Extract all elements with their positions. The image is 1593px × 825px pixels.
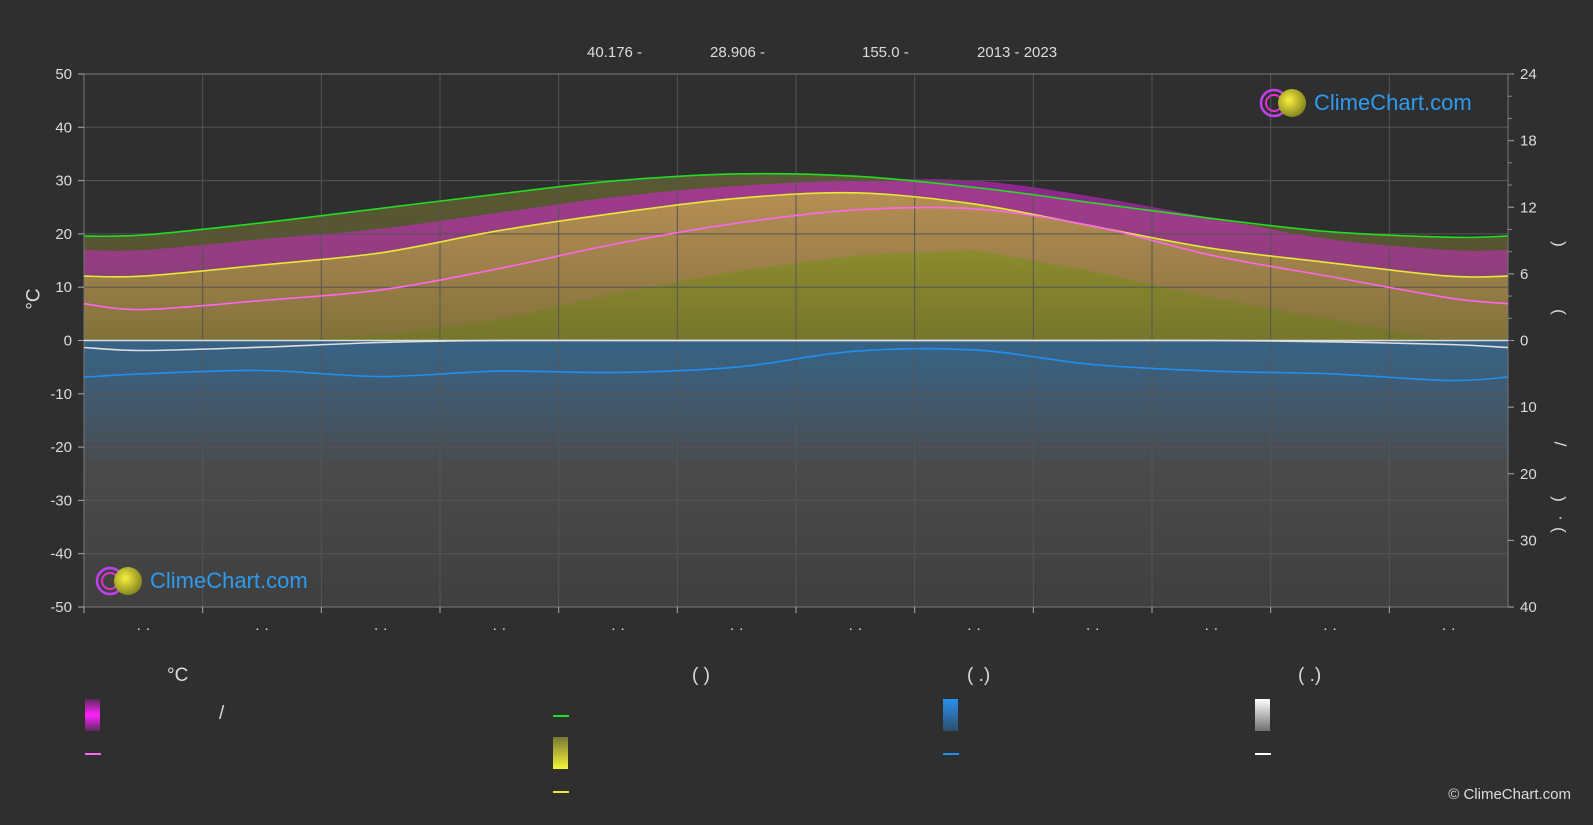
legend-snow-swatch [1255, 699, 1270, 731]
left-tick-label: 40 [55, 119, 72, 136]
logo-bottom[interactable]: ClimeChart.com [94, 564, 308, 598]
month-tick-label: · · [848, 620, 862, 637]
month-tick-label: · · [1323, 620, 1337, 637]
latitude-label: 40.176 - [587, 44, 643, 61]
years-label: 2013 - 2023 [977, 44, 1058, 61]
legend-rain-line [943, 753, 959, 755]
left-tick-label: 50 [55, 66, 72, 83]
right-tick-label: 0 [1520, 333, 1528, 350]
logo-icon [1259, 88, 1306, 118]
legend-rain-head: ( .) [967, 665, 991, 686]
legend-temp-range-swatch [85, 699, 100, 731]
legend-rain-swatch [943, 699, 958, 731]
legend-sunshine-swatch [553, 737, 568, 769]
month-tick-label: · · [1086, 620, 1100, 637]
temperature-avg-line [83, 206, 1509, 311]
month-tick-label: · · [730, 620, 744, 637]
left-axis-unit: °C [23, 288, 45, 310]
logo-top[interactable]: ClimeChart.com [1258, 86, 1472, 120]
longitude-label: 28.906 - [710, 44, 766, 61]
right-axis-slash: / [1550, 441, 1570, 447]
elevation-label: 155.0 - [862, 44, 909, 61]
logo-text: ClimeChart.com [150, 568, 308, 593]
right-tick-label: 40 [1520, 599, 1537, 616]
month-tick-label: · · [374, 620, 388, 637]
month-tick-label: · · [255, 620, 269, 637]
legend-sun-head: ( ) [692, 665, 710, 686]
left-tick-label: -20 [50, 439, 72, 456]
right-axis-paren-3: ) [1549, 496, 1569, 502]
legend-temp-avg-line [85, 753, 101, 755]
right-tick-label: 20 [1520, 466, 1537, 483]
snow-line [83, 339, 1509, 352]
sunshine-line [83, 191, 1509, 278]
logo-icon [95, 566, 142, 596]
right-axis-dot: · [1551, 515, 1571, 521]
legend-sunshine-line [553, 791, 569, 793]
right-axis-paren-2: ( [1549, 309, 1569, 315]
copyright: © ClimeChart.com [1448, 786, 1571, 803]
rain-line [83, 347, 1509, 382]
legend-snow-head: ( .) [1298, 665, 1322, 686]
right-tick-label: 6 [1520, 266, 1528, 283]
left-tick-label: 0 [64, 333, 72, 350]
month-tick-label: · · [1204, 620, 1218, 637]
legend-daylight-line [553, 715, 569, 717]
right-tick-label: 12 [1520, 199, 1537, 216]
month-tick-label: · · [136, 620, 150, 637]
legend-snow-line [1255, 753, 1271, 755]
logo-text: ClimeChart.com [1314, 90, 1472, 115]
left-tick-label: -50 [50, 599, 72, 616]
right-tick-label: 24 [1520, 66, 1537, 83]
right-axis-paren-4: ( [1549, 527, 1569, 533]
daylight-line [83, 172, 1509, 239]
legend-temperature-head: °C [167, 665, 189, 686]
right-tick-label: 18 [1520, 133, 1537, 150]
month-tick-label: · · [1442, 620, 1456, 637]
left-tick-label: 30 [55, 173, 72, 190]
left-tick-label: -40 [50, 546, 72, 563]
left-tick-label: -30 [50, 492, 72, 509]
month-tick-label: · · [967, 620, 981, 637]
left-tick-label: -10 [50, 386, 72, 403]
legend-temp-range-slash: / [219, 703, 225, 724]
month-tick-label: · · [611, 620, 625, 637]
right-tick-label: 10 [1520, 399, 1537, 416]
left-tick-label: 20 [55, 226, 72, 243]
month-tick-label: · · [492, 620, 506, 637]
right-axis-paren-1: ) [1549, 241, 1569, 247]
right-tick-label: 30 [1520, 532, 1537, 549]
left-tick-label: 10 [55, 279, 72, 296]
